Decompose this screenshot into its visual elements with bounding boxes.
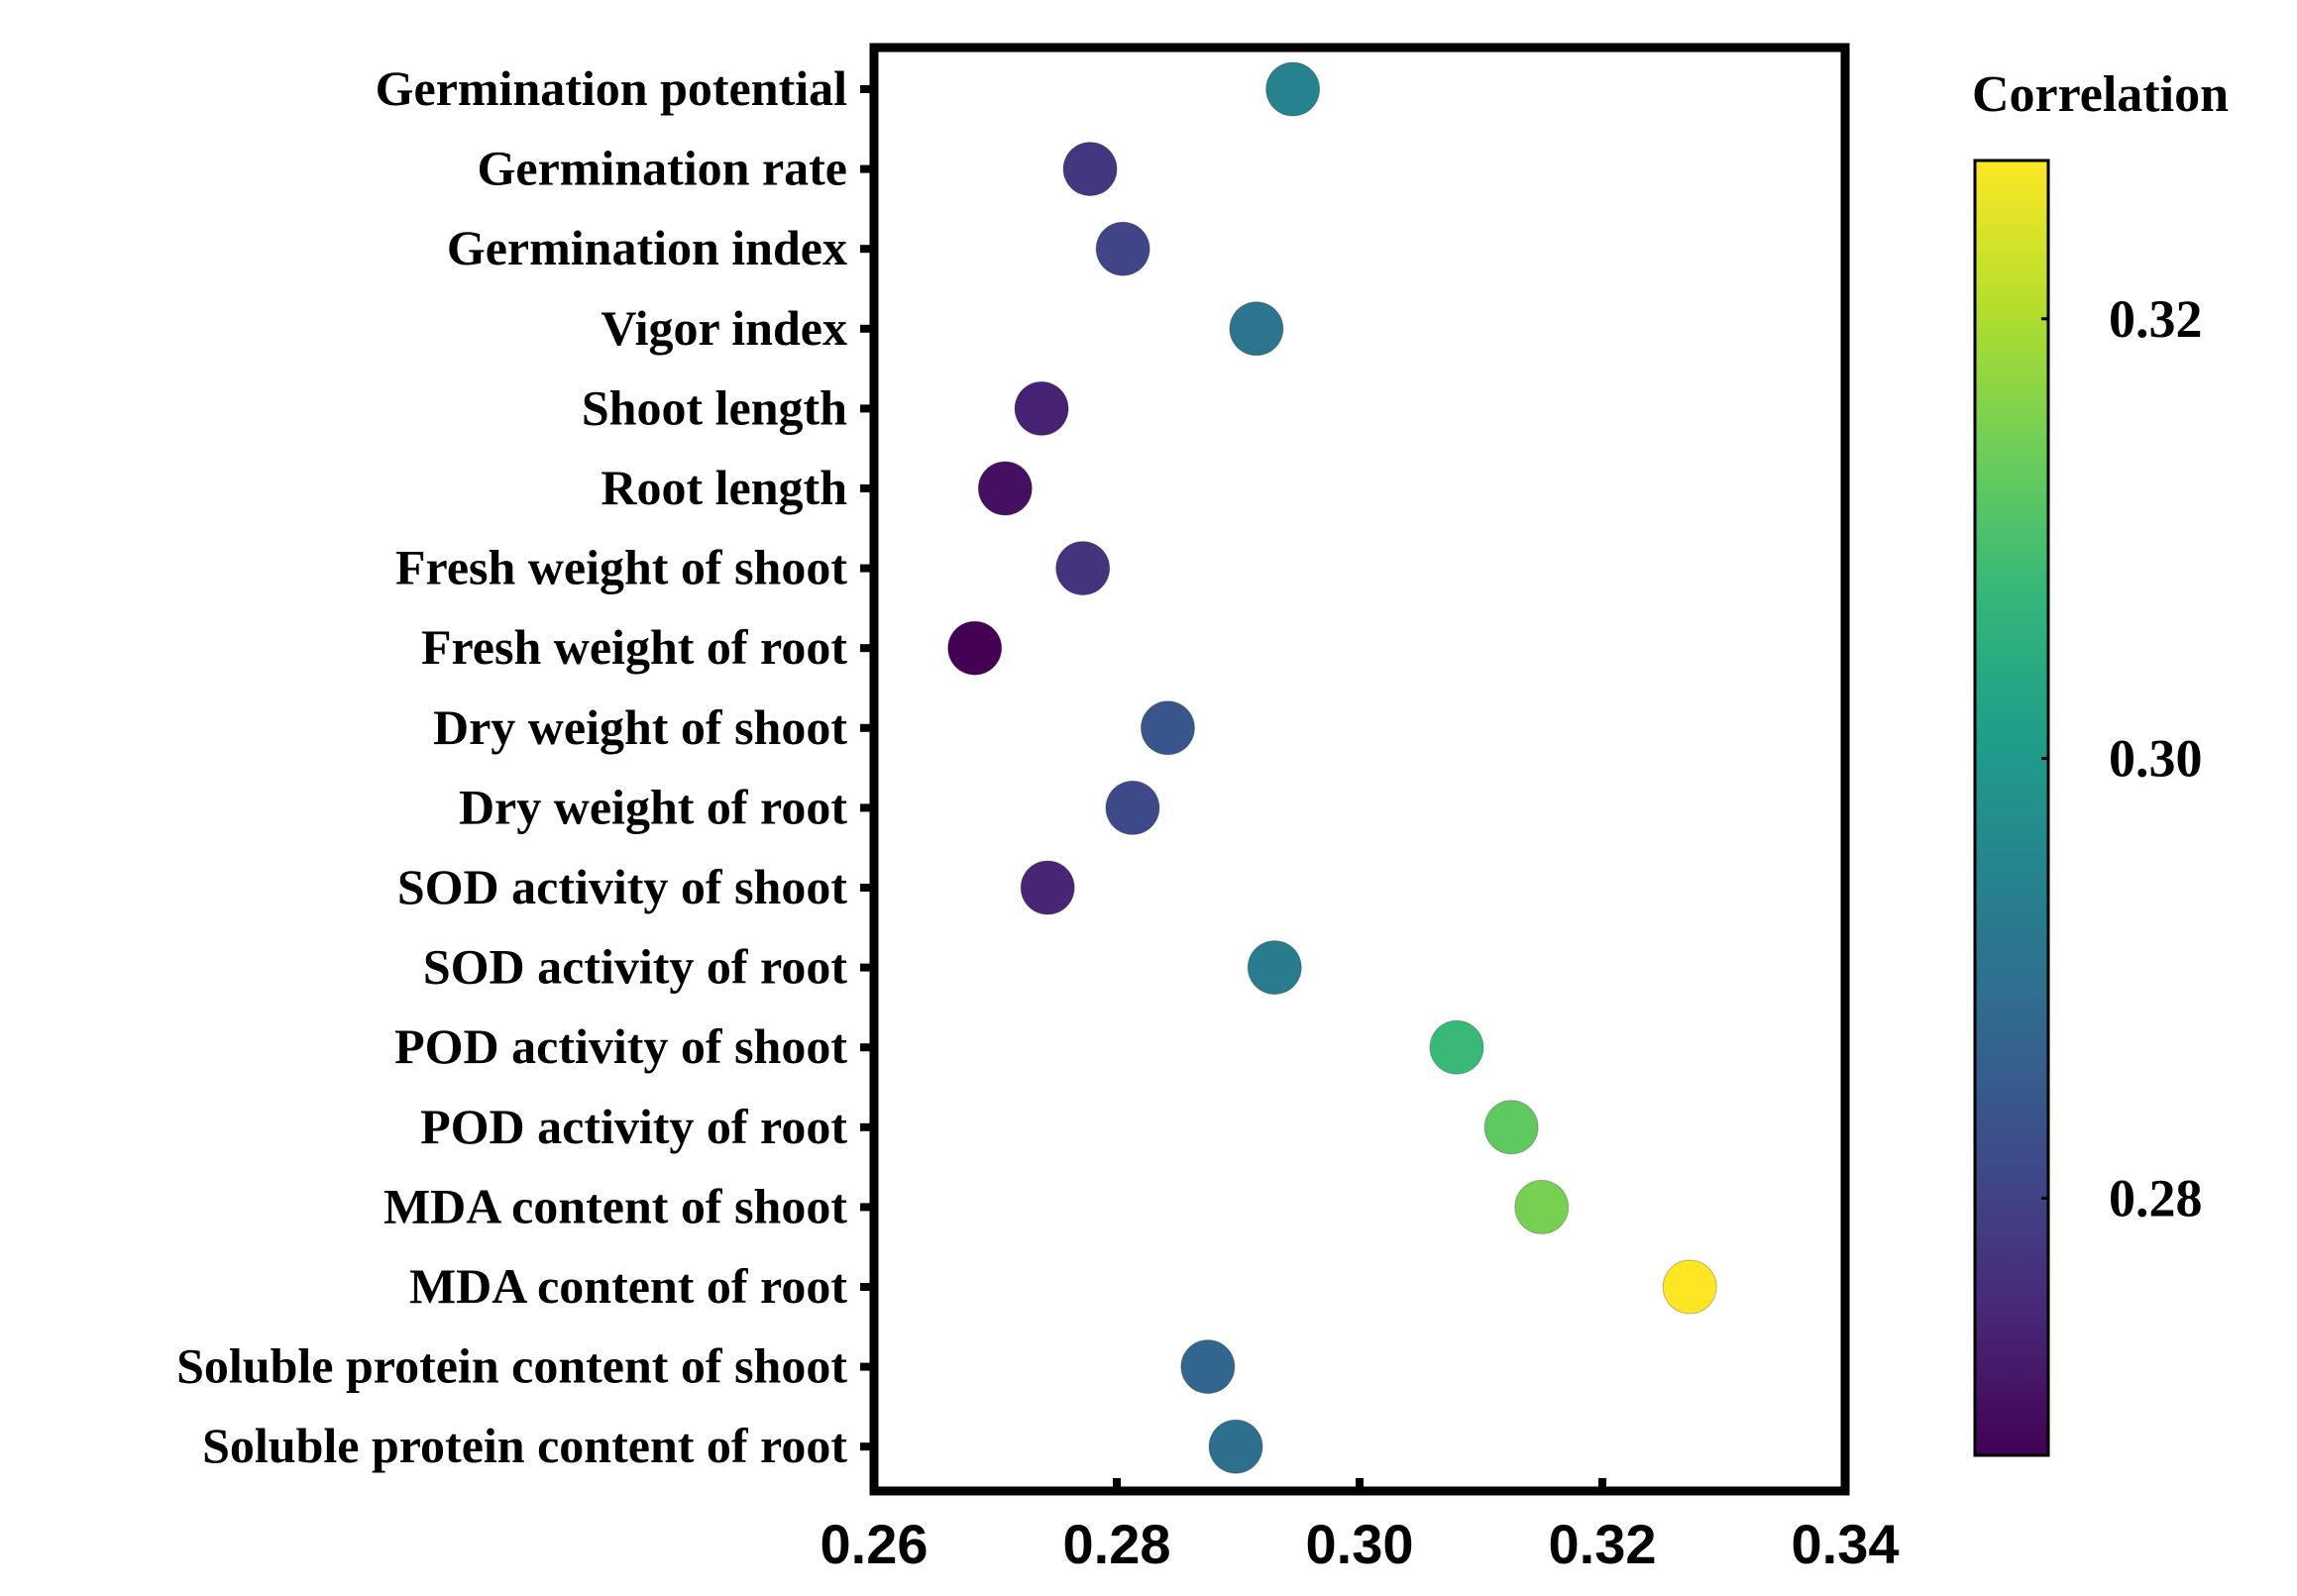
category-label: Germination rate: [477, 141, 847, 196]
data-point: [1247, 940, 1302, 996]
category-label: POD activity of shoot: [394, 1018, 847, 1074]
category-label: MDA content of shoot: [383, 1178, 847, 1233]
category-label: MDA content of root: [409, 1258, 847, 1314]
x-tick-label: 0.28: [1063, 1513, 1171, 1575]
category-label: Fresh weight of shoot: [395, 540, 847, 595]
category-label: Fresh weight of root: [421, 619, 847, 675]
category-label: SOD activity of root: [423, 939, 848, 995]
category-label: Soluble protein content of shoot: [176, 1338, 847, 1394]
data-point: [947, 620, 1003, 676]
category-label: Germination potential: [376, 60, 847, 116]
data-point: [977, 461, 1033, 516]
data-point: [1265, 61, 1321, 117]
data-point: [1180, 1339, 1236, 1395]
colorbar-title: Correlation: [1972, 66, 2229, 123]
data-point: [1140, 700, 1195, 756]
colorbar-tick-label: 0.32: [2109, 289, 2203, 349]
data-point: [1429, 1019, 1484, 1075]
category-label: Shoot length: [582, 379, 847, 435]
x-tick-label: 0.26: [820, 1513, 929, 1575]
plot-area-frame: [869, 43, 1850, 1496]
category-label: SOD activity of shoot: [397, 859, 848, 914]
colorbar-tick-label: 0.28: [2109, 1168, 2203, 1227]
data-point: [1055, 541, 1111, 596]
data-point: [1014, 380, 1069, 436]
category-label: POD activity of root: [420, 1099, 847, 1154]
data-point: [1095, 221, 1150, 276]
colorbar-tick-label: 0.30: [2109, 729, 2203, 789]
data-points: [947, 61, 1717, 1474]
x-tick-label: 0.32: [1549, 1513, 1657, 1575]
category-label: Dry weight of root: [459, 779, 847, 834]
data-point: [1662, 1259, 1717, 1315]
x-tick-label: 0.30: [1306, 1513, 1414, 1575]
data-point: [1105, 780, 1160, 835]
data-point: [1229, 301, 1284, 357]
x-axis-tick-labels: 0.26 0.28 0.30 0.32 0.34: [820, 1513, 1900, 1575]
data-point: [1208, 1419, 1263, 1474]
colorbar: [1973, 159, 2050, 1457]
category-label: Soluble protein content of root: [202, 1418, 847, 1473]
data-point: [1483, 1100, 1539, 1155]
category-label: Vigor index: [601, 300, 847, 356]
data-point: [1062, 142, 1118, 197]
category-labels: Germination potential Germination rate Ger…: [176, 60, 847, 1473]
data-point: [1514, 1179, 1570, 1234]
category-label: Root length: [601, 460, 847, 515]
data-point: [1020, 860, 1075, 915]
colorbar-ticks: 0.28 0.30 0.32: [2041, 289, 2203, 1227]
x-tick-label: 0.34: [1792, 1513, 1900, 1575]
category-label: Germination index: [447, 220, 847, 275]
category-label: Dry weight of shoot: [433, 699, 847, 755]
